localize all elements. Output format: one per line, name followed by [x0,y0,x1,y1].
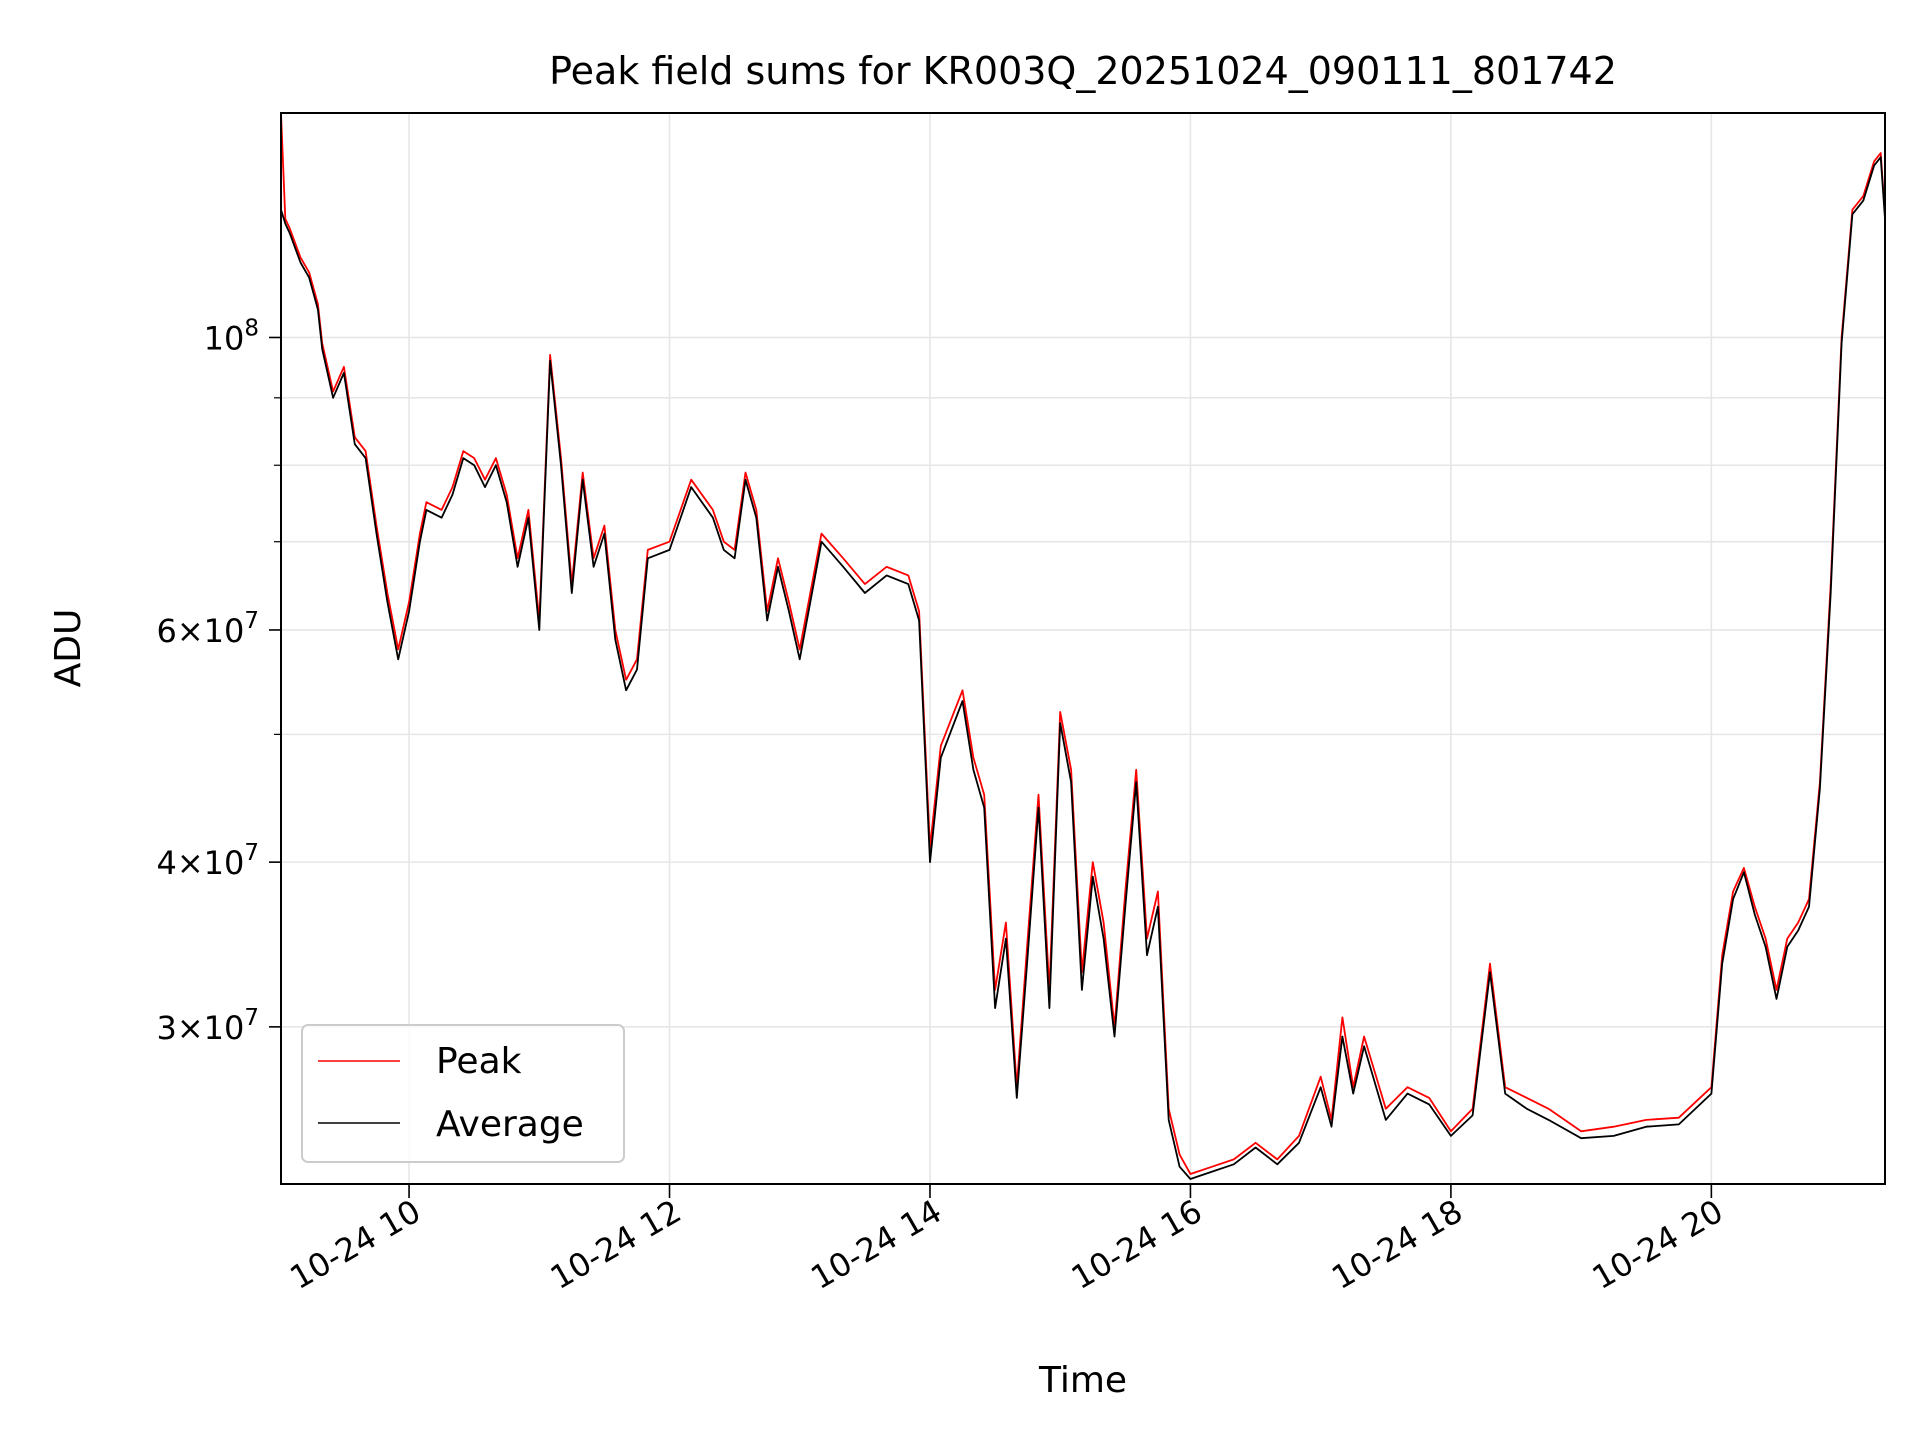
legend-label-average: Average [436,1104,584,1145]
series-group [280,112,1886,1180]
series-line-average [280,156,1886,1180]
y-tick-label-2: 6×107 [156,608,259,650]
x-axis-label: Time [1038,1360,1127,1401]
chart-title: Peak field sums for KR003Q_20251024_0901… [549,49,1617,93]
y-tick-label-3: 108 [204,315,259,357]
legend-box [301,1024,625,1163]
legend: Peak Average [301,1024,625,1163]
y-axis-label: ADU [48,609,89,688]
series-line-peak [280,112,1886,1175]
y-axis: 3×107 4×107 6×107 108 [156,315,281,1047]
legend-label-peak: Peak [436,1041,522,1082]
y-tick-label-1: 4×107 [156,840,259,882]
y-tick-label-0: 3×107 [156,1005,259,1047]
plot-frame [280,112,1886,1185]
